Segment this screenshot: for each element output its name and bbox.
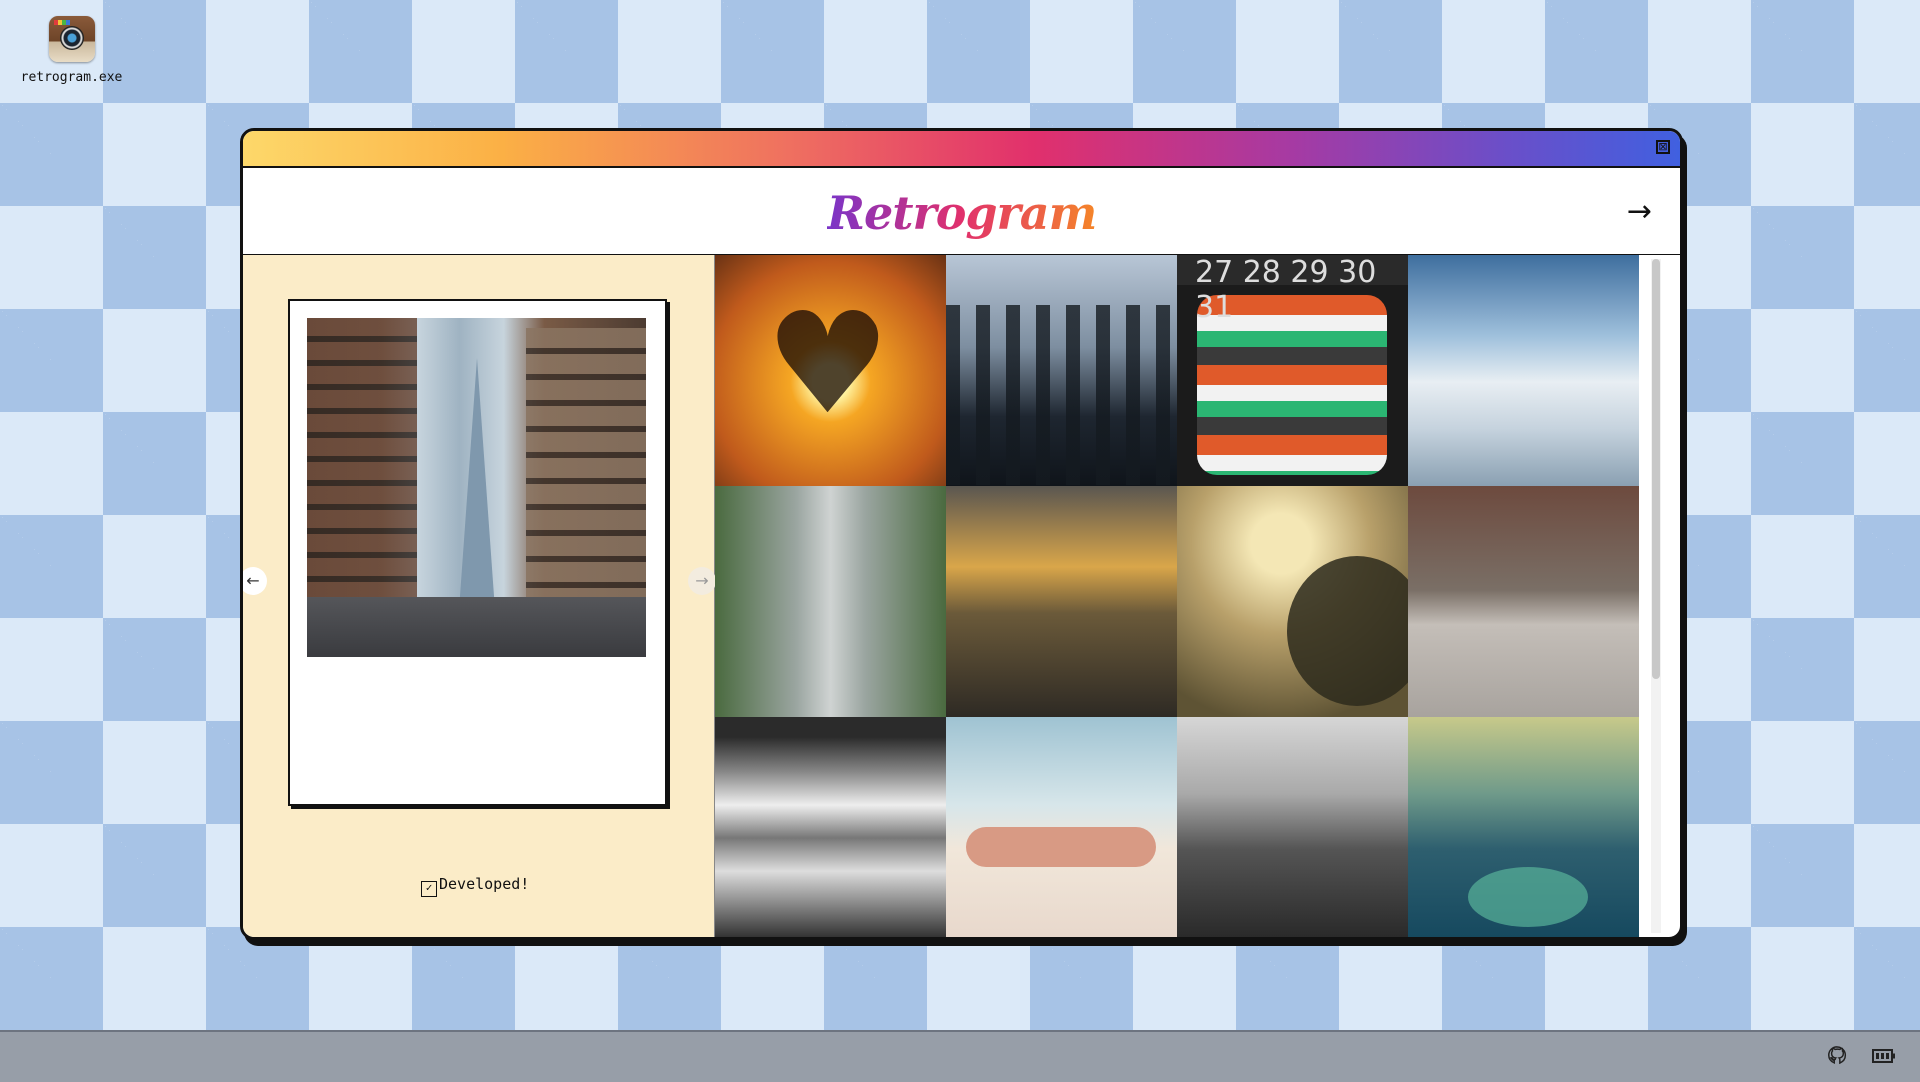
photo-grid: 27 28 29 30 31 — [715, 255, 1639, 937]
photo-tile-train-interior[interactable] — [1408, 486, 1639, 717]
github-icon[interactable] — [1826, 1045, 1848, 1072]
photo-tile-sea-wake[interactable] — [1408, 717, 1639, 937]
app-header: Retrogram → — [243, 168, 1680, 255]
checkbox-checked-icon: ✓ — [421, 881, 437, 897]
title-bar[interactable]: ⊠ — [243, 131, 1680, 168]
close-button[interactable]: ⊠ — [1656, 140, 1670, 154]
desktop-icon-retrogram[interactable]: retrogram.exe — [14, 16, 129, 85]
photo-tile-city-aerial[interactable] — [1177, 717, 1408, 937]
next-arrow-button[interactable]: → — [1626, 194, 1652, 229]
next-photo-button[interactable]: → — [688, 567, 716, 595]
calendar-text: 27 28 29 30 31 — [1195, 255, 1377, 325]
polaroid-frame — [288, 299, 667, 806]
instagram-camera-icon — [48, 16, 95, 62]
scrollbar-thumb[interactable] — [1652, 259, 1660, 679]
photo-tile-sunbathers[interactable] — [946, 717, 1177, 937]
photo-tile-forest[interactable] — [946, 255, 1177, 486]
photo-tile-clothes-hangers[interactable]: 27 28 29 30 31 — [1177, 255, 1408, 486]
photo-tile-clouds[interactable] — [1408, 255, 1639, 486]
main-content: ← → ✓Developed! 27 28 29 30 31 — [243, 255, 1680, 937]
grid-scrollbar[interactable] — [1651, 259, 1661, 933]
desktop-icon-label: retrogram.exe — [20, 70, 123, 85]
developed-checkbox[interactable]: ✓ Developed! — [421, 875, 529, 897]
photo-tile-subway-motion[interactable] — [715, 717, 946, 937]
retrogram-window: ⊠ Retrogram → ← → ✓Developed! 27 28 29 3… — [240, 128, 1683, 940]
developed-label: Developed! — [439, 875, 530, 893]
battery-icon[interactable] — [1872, 1045, 1896, 1072]
photo-tile-misty-tree[interactable] — [1177, 486, 1408, 717]
previous-photo-button[interactable]: ← — [243, 567, 267, 595]
selected-photo — [307, 318, 646, 657]
app-logo: Retrogram — [826, 186, 1098, 240]
photo-tile-foggy-road[interactable] — [715, 486, 946, 717]
photo-tile-heart-sunset[interactable] — [715, 255, 946, 486]
photo-tile-beach-sunset[interactable] — [946, 486, 1177, 717]
taskbar — [0, 1030, 1920, 1082]
preview-pane: ← → ✓ Developed! — [243, 255, 716, 937]
